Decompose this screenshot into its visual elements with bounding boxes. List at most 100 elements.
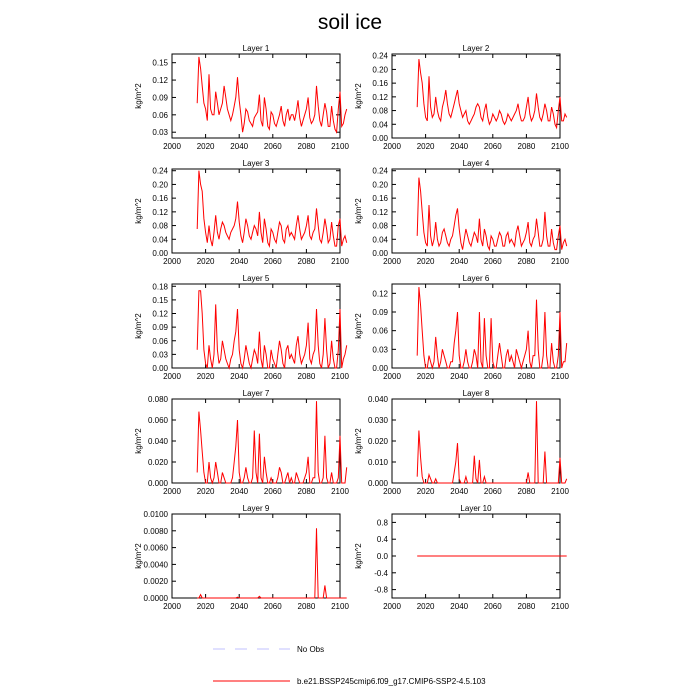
x-tick-label: 2100 (551, 602, 569, 611)
x-tick-label: 2060 (264, 257, 282, 266)
panel-layer-1: Layer 1 kg/m^2 2000 2020 2040 2060 2080 2100 0.0… (134, 44, 349, 151)
series-line (416, 59, 568, 130)
panel-layer-7: Layer 7 kg/m^2 2000 2020 2040 2060 2080 2100 0.0… (134, 389, 349, 496)
y-tick-label: 0.09 (152, 323, 168, 332)
y-tick-label: 0.08 (372, 222, 388, 231)
y-tick-label: 0.030 (368, 416, 389, 425)
x-tick-label: 2100 (331, 142, 349, 151)
x-tick-label: 2080 (518, 372, 536, 381)
x-tick-label: 2060 (264, 487, 282, 496)
panel-title: Layer 10 (460, 504, 492, 513)
panel-layer-9: Layer 9 kg/m^2 2000 2020 2040 2060 2080 2100 0.0… (134, 504, 349, 611)
y-tick-label: 0.12 (152, 76, 168, 85)
x-tick-label: 2060 (484, 602, 502, 611)
panel-title: Layer 9 (243, 504, 270, 513)
y-tick-label: 0.04 (372, 120, 388, 129)
series-line (197, 528, 347, 599)
panel-title: Layer 6 (463, 274, 490, 283)
y-tick-label: 0.08 (152, 222, 168, 231)
x-tick-label: 2080 (298, 487, 316, 496)
y-axis-label: kg/m^2 (354, 198, 363, 224)
y-axis-label: kg/m^2 (354, 543, 363, 569)
panel-title: Layer 5 (243, 274, 270, 283)
x-tick-label: 2080 (518, 487, 536, 496)
x-tick-label: 2000 (163, 257, 181, 266)
y-tick-label: 0.00 (152, 249, 168, 258)
panel-title: Layer 1 (243, 44, 270, 53)
series-line (416, 287, 568, 370)
x-tick-label: 2000 (163, 602, 181, 611)
x-tick-label: 2040 (450, 372, 468, 381)
y-tick-label: 0.8 (377, 518, 389, 527)
x-tick-label: 2020 (417, 257, 435, 266)
figure-title: soil ice (318, 11, 382, 34)
panel-layer-2: Layer 2 kg/m^2 2000 2020 2040 2060 2080 2100 0.0… (354, 44, 569, 151)
y-axis-label: kg/m^2 (134, 313, 143, 339)
y-tick-label: 0.12 (372, 93, 388, 102)
y-tick-label: 0.0100 (144, 510, 169, 519)
y-tick-label: 0.20 (372, 180, 388, 189)
panel-title: Layer 7 (243, 389, 270, 398)
y-tick-label: 0.00 (372, 249, 388, 258)
x-tick-label: 2100 (551, 487, 569, 496)
x-tick-label: 2060 (264, 142, 282, 151)
panel-title: Layer 3 (243, 159, 270, 168)
panel-layer-4: Layer 4 kg/m^2 2000 2020 2040 2060 2080 2100 0.0… (354, 159, 569, 266)
x-tick-label: 2020 (197, 372, 215, 381)
x-tick-label: 2040 (450, 487, 468, 496)
y-tick-label: 0.060 (148, 416, 169, 425)
y-axis-label: kg/m^2 (354, 83, 363, 109)
x-tick-label: 2020 (417, 142, 435, 151)
x-tick-label: 2020 (197, 487, 215, 496)
x-tick-label: 2060 (264, 602, 282, 611)
x-tick-label: 2000 (163, 142, 181, 151)
x-tick-label: 2080 (298, 602, 316, 611)
x-tick-label: 2000 (383, 602, 401, 611)
y-tick-label: 0.24 (372, 52, 388, 61)
x-tick-label: 2080 (298, 257, 316, 266)
y-axis-label: kg/m^2 (354, 313, 363, 339)
x-tick-label: 2020 (417, 487, 435, 496)
x-tick-label: 2080 (298, 372, 316, 381)
y-tick-label: 0.010 (368, 458, 389, 467)
y-tick-label: 0.00 (372, 134, 388, 143)
y-tick-label: 0.040 (368, 395, 389, 404)
panel-layer-3: Layer 3 kg/m^2 2000 2020 2040 2060 2080 2100 0.0… (134, 159, 349, 266)
y-tick-label: 0.00 (152, 364, 168, 373)
x-tick-label: 2100 (551, 142, 569, 151)
x-tick-label: 2040 (230, 142, 248, 151)
y-tick-label: 0.06 (372, 327, 388, 336)
x-tick-label: 2020 (417, 372, 435, 381)
x-tick-label: 2040 (450, 602, 468, 611)
y-tick-label: 0.15 (152, 59, 168, 68)
x-tick-label: 2040 (230, 487, 248, 496)
y-tick-label: 0.09 (372, 308, 388, 317)
x-tick-label: 2000 (383, 372, 401, 381)
x-tick-label: 2100 (551, 257, 569, 266)
y-tick-label: 0.24 (372, 167, 388, 176)
y-tick-label: 0.0040 (144, 560, 169, 569)
x-tick-label: 2060 (484, 257, 502, 266)
panels: Layer 1 kg/m^2 2000 2020 2040 2060 2080 2100 0.0… (134, 44, 569, 611)
x-tick-label: 2060 (484, 372, 502, 381)
panel-layer-6: Layer 6 kg/m^2 2000 2020 2040 2060 2080 2100 0.0… (354, 274, 569, 381)
y-tick-label: 0.20 (152, 180, 168, 189)
panel-layer-10: Layer 10 kg/m^2 2000 2020 2040 2060 2080 2100 -0… (354, 504, 569, 611)
y-tick-label: 0.12 (152, 208, 168, 217)
x-tick-label: 2000 (163, 487, 181, 496)
y-tick-label: 0.06 (152, 111, 168, 120)
y-tick-label: 0.03 (152, 128, 168, 137)
y-tick-label: 0.18 (152, 282, 168, 291)
x-tick-label: 2080 (518, 602, 536, 611)
y-tick-label: 0.0080 (144, 527, 169, 536)
y-tick-label: 0.020 (148, 458, 169, 467)
x-tick-label: 2080 (298, 142, 316, 151)
y-axis-label: kg/m^2 (134, 428, 143, 454)
y-tick-label: 0.03 (372, 345, 388, 354)
series-line (196, 401, 348, 485)
x-tick-label: 2020 (417, 602, 435, 611)
y-tick-label: 0.0000 (144, 594, 169, 603)
x-tick-label: 2100 (331, 487, 349, 496)
y-tick-label: 0.06 (152, 337, 168, 346)
